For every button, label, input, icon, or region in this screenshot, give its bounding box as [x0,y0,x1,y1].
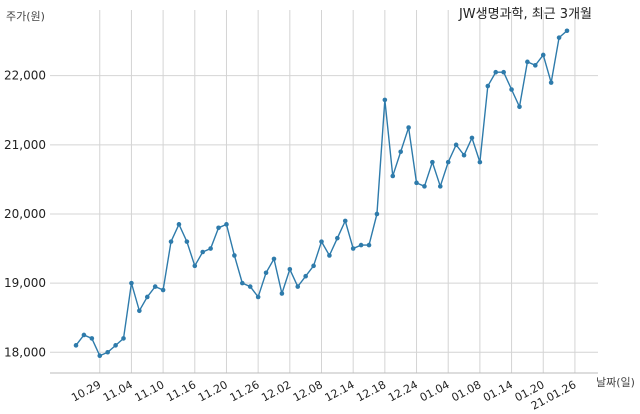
y-tick-label: 21,000 [4,138,46,152]
data-point [144,294,150,300]
data-point [287,266,293,272]
data-point [97,353,103,359]
data-point [382,97,388,103]
data-point [350,246,356,251]
data-point [564,28,570,34]
y-axis-label: 주가(원) [6,10,45,23]
data-point [113,343,118,348]
data-point [247,284,253,289]
data-point [327,253,332,258]
x-tick-label: 01.08 [449,378,483,404]
data-point [461,152,467,158]
x-tick-label: 10.29 [69,378,103,404]
data-point [232,253,237,258]
data-point [121,336,126,341]
x-tick-label: 01.14 [481,378,515,404]
grid [50,10,598,373]
data-point [192,263,198,269]
x-tick-label: 11.04 [101,378,135,404]
data-point [414,180,419,186]
x-tick-label: 12.14 [323,378,357,404]
data-point [430,159,435,165]
data-point [477,159,483,165]
data-point [176,222,182,227]
data-point [453,142,459,148]
data-point [303,273,308,279]
data-point [374,211,380,217]
data-point [422,184,427,189]
data-point [533,63,538,68]
data-point [311,263,316,269]
x-tick-labels: 10.2911.0411.1011.1611.2011.2612.0212.08… [69,378,578,412]
data-point [358,242,364,248]
price-points [73,28,570,359]
data-point [263,270,269,276]
x-tick-label: 12.24 [386,378,420,404]
y-tick-label: 20,000 [4,207,46,221]
x-tick-label: 11.10 [133,378,167,404]
data-point [437,184,443,189]
data-point [398,149,403,155]
data-point [208,246,213,251]
data-point [548,80,554,85]
y-tick-labels: 18,000 19,000 20,000 21,000 22,000 [4,69,46,360]
data-point [335,235,340,241]
data-point [366,242,372,248]
data-point [509,87,514,92]
x-tick-label: 11.20 [196,378,230,404]
data-point [184,239,190,244]
data-point [168,239,174,244]
y-tick-label: 22,000 [4,69,46,83]
data-point [279,291,285,296]
y-tick-label: 19,000 [4,276,46,290]
data-point [319,239,324,244]
data-point [517,104,522,110]
data-point [129,280,134,286]
data-point [81,332,87,338]
data-point [390,173,396,179]
data-point [445,159,451,165]
data-point [342,218,348,224]
data-point [556,35,562,40]
x-tick-label: 11.26 [228,378,262,404]
chart-title: JW생명과학, 최근 3개월 [458,7,592,22]
data-point [485,83,491,89]
data-point [469,135,475,141]
x-tick-label: 12.18 [354,378,388,404]
x-axis-label: 날짜(일) [596,375,635,389]
data-point [105,349,110,355]
data-point [73,343,79,348]
data-point [240,280,245,286]
data-point [224,222,229,227]
x-tick-label: 12.08 [291,378,325,404]
data-point [137,308,142,314]
data-point [160,287,166,293]
data-point [200,249,206,255]
x-tick-label: 01.04 [418,378,452,404]
data-point [295,284,301,289]
data-point [152,284,158,289]
data-point [406,125,411,130]
y-tick-label: 18,000 [4,345,46,359]
data-point [501,69,506,75]
data-point [493,69,499,75]
x-tick-label: 12.02 [259,378,293,404]
data-point [271,256,277,262]
data-point [540,52,546,58]
data-point [525,59,530,65]
x-tick-label: 11.16 [164,378,198,404]
data-point [255,294,261,300]
data-point [89,336,95,341]
data-point [216,225,221,231]
